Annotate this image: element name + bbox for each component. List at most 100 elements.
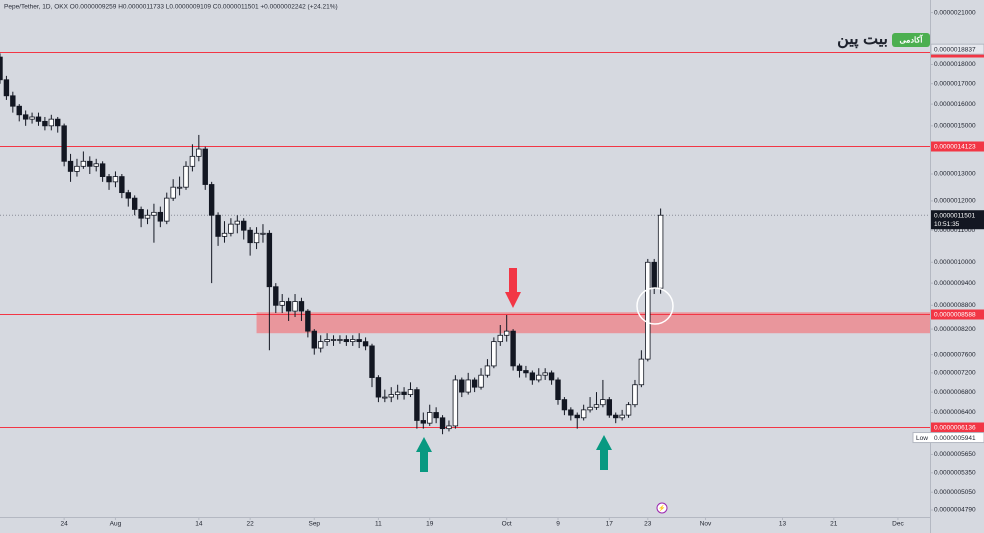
candle-body [202, 148, 208, 185]
candle-body [189, 155, 196, 167]
candle-body [324, 339, 330, 343]
candle-body [529, 372, 536, 381]
candle-body [632, 384, 638, 406]
last-price-box [931, 210, 984, 230]
candle-body [80, 160, 87, 167]
level-label-box [931, 309, 984, 320]
candle-body [234, 220, 241, 225]
candle-body [548, 372, 555, 381]
candle-body [247, 229, 253, 244]
candle-body [253, 232, 260, 244]
candle-body [99, 163, 106, 177]
x-tick-label: Oct [502, 521, 512, 528]
candle-body [106, 176, 112, 183]
annotations: ⚡ [416, 268, 674, 514]
candle-body [273, 286, 279, 306]
candle-body [645, 261, 651, 360]
high-marker-box [930, 43, 984, 55]
candle-body [285, 301, 292, 312]
candle-body [221, 232, 228, 237]
candle-body [471, 379, 478, 388]
candle-body [606, 399, 613, 416]
candle-body [266, 232, 273, 288]
candle-body [176, 186, 183, 189]
candle-body [587, 406, 593, 411]
y-tick-label: 0.0000016000 [934, 101, 976, 108]
highlight-circle [636, 287, 674, 325]
event-icon[interactable] [656, 502, 668, 514]
candle-body [452, 379, 459, 427]
y-tick-label: 0.0000018000 [934, 61, 976, 68]
candle-body [260, 232, 266, 235]
candle-body [279, 301, 285, 306]
y-tick-label: 0.0000007200 [934, 370, 976, 377]
candle-body [427, 412, 433, 424]
x-tick-label: 19 [426, 521, 434, 528]
x-tick-label: 21 [830, 521, 838, 528]
candle-body [67, 160, 74, 172]
x-tick-label: 13 [779, 521, 787, 528]
candle-body [196, 148, 202, 157]
logo: بیت پین آکادمی [837, 31, 930, 49]
candle-body [170, 186, 176, 199]
event-icon-glyph: ⚡ [658, 504, 665, 512]
candle-body [55, 118, 61, 127]
candle-body [74, 165, 80, 172]
candle-body [459, 379, 465, 393]
candle-body [561, 399, 568, 411]
candle-body [151, 211, 157, 216]
candle-body [311, 330, 317, 349]
candle-body [401, 391, 407, 395]
candle-body [298, 301, 305, 312]
candle-body [600, 399, 606, 406]
high-marker-label: 0.0000018837 [934, 46, 976, 53]
candle-body [497, 334, 503, 343]
candle-body [580, 409, 587, 419]
y-tick-label: 0.0000006800 [934, 389, 976, 396]
candle-body [465, 379, 471, 393]
resistance-zone [256, 312, 930, 334]
candle-body [0, 56, 3, 81]
x-tick-label: 14 [195, 521, 203, 528]
y-tick-label: 0.0000005350 [934, 470, 976, 477]
y-tick-label: 0.0000012000 [934, 198, 976, 205]
candle-body [131, 197, 138, 210]
candle-body [369, 345, 375, 378]
candle-body [87, 160, 93, 167]
y-tick-label: 0.0000010000 [934, 259, 976, 266]
candle-body [119, 176, 125, 194]
candle-body [394, 391, 401, 395]
candle-body [125, 192, 131, 199]
x-tick-label: Aug [110, 521, 122, 528]
y-tick-label: 0.0000015000 [934, 123, 976, 130]
y-tick-label: 0.0000008200 [934, 326, 976, 333]
candle-body [568, 409, 574, 416]
y-tick-label: 0.0000017000 [934, 80, 976, 87]
candle-body [350, 339, 356, 343]
x-tick-label: 23 [644, 521, 652, 528]
candle-body [157, 211, 164, 222]
candle-body [48, 118, 55, 127]
candle-body [10, 95, 16, 107]
y-tick-label: 0.0000006400 [934, 409, 976, 416]
candle-body [439, 417, 446, 430]
candle-body [407, 389, 414, 395]
candle-body [343, 339, 350, 343]
x-tick-label: 9 [556, 521, 560, 528]
candle-body [555, 379, 561, 400]
candle-body [503, 330, 510, 336]
y-tick-label: 0.0000013000 [934, 171, 976, 178]
candle-body [516, 365, 523, 371]
candle-body [613, 414, 619, 419]
y-tick-label: 0.0000005050 [934, 489, 976, 496]
candle-body [414, 389, 420, 421]
y-tick-label: 0.0000011000 [934, 227, 975, 234]
candle-body [420, 420, 427, 424]
y-tick-label: 0.0000009400 [934, 280, 976, 287]
low-marker-box [912, 432, 984, 444]
axes: 0.00000186640.00000141230.00000085880.00… [61, 9, 984, 528]
candle-body [523, 370, 529, 374]
candle-body [484, 365, 491, 376]
